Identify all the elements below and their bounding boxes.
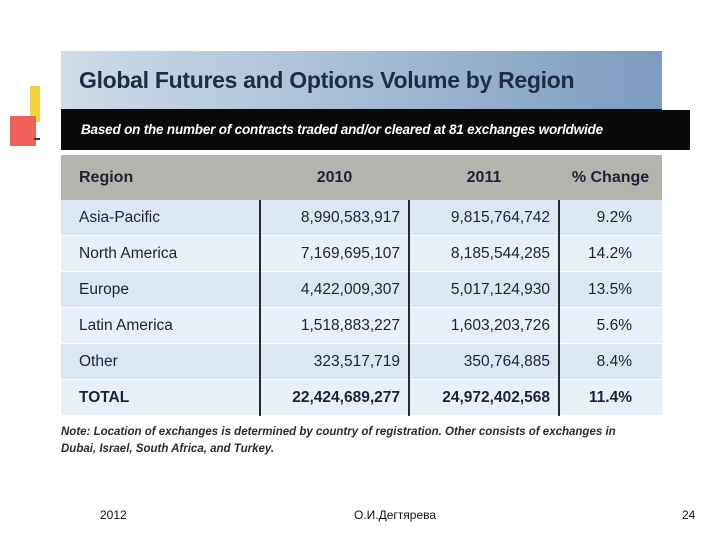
decorative-red-block xyxy=(10,116,36,146)
footer-author: О.И.Дегтярева xyxy=(354,508,437,522)
region-cell: Europe xyxy=(61,271,260,308)
figure-title: Global Futures and Options Volume by Reg… xyxy=(61,51,662,109)
footer-year: 2012 xyxy=(100,508,127,522)
value-2011-cell: 350,764,885 xyxy=(408,343,559,380)
decorative-dash xyxy=(34,138,40,140)
value-2011-cell: 5,017,124,930 xyxy=(408,271,559,308)
value-2010-cell: 7,169,695,107 xyxy=(259,235,409,272)
total-label-cell: TOTAL xyxy=(61,379,260,416)
pct-change-cell: 14.2% xyxy=(558,235,662,272)
decorative-black-block xyxy=(662,110,690,150)
table-total-row: TOTAL 22,424,689,277 24,972,402,568 11.4… xyxy=(61,379,662,416)
spacer xyxy=(61,150,662,155)
region-cell: Latin America xyxy=(61,307,260,344)
table-row: Europe 4,422,009,307 5,017,124,930 13.5% xyxy=(61,271,662,308)
column-header-2011: 2011 xyxy=(409,155,559,200)
value-2011-cell: 1,603,203,726 xyxy=(408,307,559,344)
figure-subtitle: Based on the number of contracts traded … xyxy=(61,109,662,150)
region-cell: North America xyxy=(61,235,260,272)
value-2010-cell: 8,990,583,917 xyxy=(259,200,409,236)
pct-change-cell: 13.5% xyxy=(558,271,662,308)
column-header-2010: 2010 xyxy=(260,155,409,200)
region-cell: Asia-Pacific xyxy=(61,200,260,236)
value-2011-cell: 8,185,544,285 xyxy=(408,235,559,272)
volume-table-figure: Global Futures and Options Volume by Reg… xyxy=(61,51,662,458)
region-cell: Other xyxy=(61,343,260,380)
value-2010-cell: 1,518,883,227 xyxy=(259,307,409,344)
column-header-pct-change: % Change xyxy=(559,155,662,200)
total-2010-cell: 22,424,689,277 xyxy=(259,379,409,416)
column-header-region: Region xyxy=(61,155,260,200)
table-row: Other 323,517,719 350,764,885 8.4% xyxy=(61,343,662,380)
table-row: Asia-Pacific 8,990,583,917 9,815,764,742… xyxy=(61,200,662,236)
pct-change-cell: 9.2% xyxy=(558,200,662,236)
footer-page-number: 24 xyxy=(682,508,696,522)
table-row: North America 7,169,695,107 8,185,544,28… xyxy=(61,235,662,272)
total-2011-cell: 24,972,402,568 xyxy=(408,379,559,416)
value-2010-cell: 323,517,719 xyxy=(259,343,409,380)
total-pct-change-cell: 11.4% xyxy=(558,379,662,416)
volume-table: Region 2010 2011 % Change Asia-Pacific 8… xyxy=(61,155,662,416)
pct-change-cell: 5.6% xyxy=(558,307,662,344)
value-2010-cell: 4,422,009,307 xyxy=(259,271,409,308)
pct-change-cell: 8.4% xyxy=(558,343,662,380)
value-2011-cell: 9,815,764,742 xyxy=(408,200,559,236)
table-header-row: Region 2010 2011 % Change xyxy=(61,155,662,200)
figure-note: Note: Location of exchanges is determine… xyxy=(61,426,616,455)
decorative-yellow-bar xyxy=(30,86,40,122)
table-row: Latin America 1,518,883,227 1,603,203,72… xyxy=(61,307,662,344)
